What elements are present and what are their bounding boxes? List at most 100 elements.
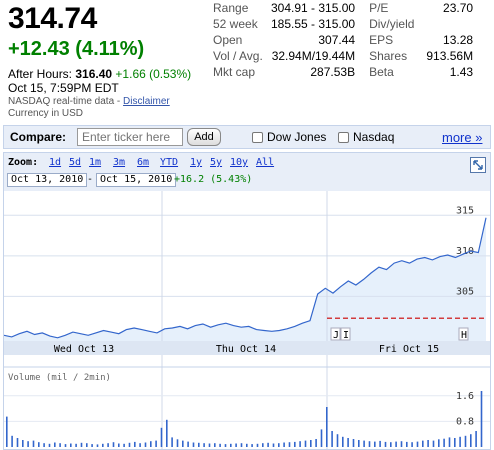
volume-bar bbox=[166, 419, 168, 447]
zoom-6m[interactable]: 6m bbox=[137, 157, 150, 168]
zoom-5d[interactable]: 5d bbox=[69, 157, 82, 168]
zoom-1m[interactable]: 1m bbox=[89, 157, 102, 168]
volume-bar bbox=[139, 443, 141, 447]
zoom-10y[interactable]: 10y bbox=[230, 157, 249, 168]
nasdaq-checkbox[interactable] bbox=[338, 132, 349, 143]
zoom-1y[interactable]: 1y bbox=[190, 157, 203, 168]
stat-label: Beta bbox=[369, 65, 394, 79]
volume-bar bbox=[150, 441, 152, 447]
news-flag-label: J bbox=[333, 330, 339, 341]
stat-label: Div/yield bbox=[369, 17, 415, 31]
volume-bar bbox=[299, 441, 301, 447]
zoom-all[interactable]: All bbox=[256, 157, 275, 168]
volume-bar bbox=[416, 441, 419, 447]
price-change: +12.43 (4.11%) bbox=[8, 38, 145, 60]
stat-value: 1.43 bbox=[449, 65, 474, 79]
more-link[interactable]: more » bbox=[442, 130, 483, 145]
disclaimer-link[interactable]: Disclaimer bbox=[123, 96, 170, 107]
volume-tick-label: 0.8 bbox=[456, 416, 474, 427]
data-source-text: NASDAQ real-time data - bbox=[8, 96, 124, 107]
x-axis-label: Thu Oct 14 bbox=[216, 344, 276, 355]
x-axis-label: Fri Oct 15 bbox=[379, 344, 439, 355]
nasdaq-label: Nasdaq bbox=[353, 130, 395, 144]
volume-bar bbox=[32, 440, 35, 447]
volume-bar bbox=[331, 431, 333, 447]
volume-bar bbox=[214, 443, 216, 447]
zoom-1d[interactable]: 1d bbox=[49, 157, 62, 168]
after-hours-change: +1.66 (0.53%) bbox=[115, 67, 192, 81]
volume-bar bbox=[70, 443, 72, 447]
volume-bar bbox=[304, 440, 307, 447]
volume-bar bbox=[288, 442, 291, 447]
volume-tick-label: 1.6 bbox=[456, 391, 474, 402]
volume-bar bbox=[422, 440, 424, 447]
volume-bar bbox=[315, 439, 317, 447]
volume-bar bbox=[251, 444, 253, 447]
compare-label: Compare: bbox=[10, 130, 67, 144]
volume-bar bbox=[134, 441, 136, 447]
volume-bar bbox=[278, 443, 280, 447]
volume-bar bbox=[176, 439, 179, 447]
after-hours-label: After Hours: bbox=[8, 67, 73, 81]
volume-label: Volume (mil / 2min) bbox=[8, 373, 111, 383]
end-date-field[interactable]: Oct 15, 2010 bbox=[96, 173, 177, 187]
volume-bar bbox=[224, 444, 227, 447]
start-date-field[interactable]: Oct 13, 2010 bbox=[7, 173, 88, 187]
dow-jones-checkbox[interactable] bbox=[252, 132, 263, 143]
volume-bar bbox=[374, 441, 376, 447]
volume-bar bbox=[464, 435, 467, 447]
after-hours-price: 316.40 bbox=[75, 67, 113, 81]
volume-bar bbox=[379, 440, 381, 447]
ticker-input[interactable] bbox=[77, 128, 183, 146]
volume-bar bbox=[240, 443, 243, 447]
volume-bar bbox=[272, 443, 275, 447]
volume-bar bbox=[235, 443, 237, 447]
price-area-fill bbox=[4, 217, 486, 341]
add-button[interactable]: Add bbox=[187, 128, 221, 146]
zoom-ytd[interactable]: YTD bbox=[160, 157, 179, 168]
volume-bar bbox=[16, 438, 19, 447]
volume-bar bbox=[256, 443, 259, 447]
stat-label: Range bbox=[213, 1, 249, 15]
price-chart[interactable]: 305 310 315 J I H Wed Oct 13 Thu Oct 14 Fri Oct … bbox=[4, 191, 490, 449]
volume-bar bbox=[470, 434, 472, 447]
stat-label: 52 week bbox=[213, 17, 258, 31]
volume-bar bbox=[75, 443, 77, 447]
volume-bar bbox=[262, 443, 264, 447]
volume-bar bbox=[11, 435, 13, 447]
volume-bar bbox=[128, 442, 131, 447]
expand-chart-button[interactable] bbox=[470, 157, 486, 173]
volume-bar bbox=[363, 440, 365, 447]
volume-bar bbox=[448, 437, 451, 447]
volume-bar bbox=[406, 441, 408, 447]
volume-bar bbox=[320, 429, 323, 447]
stat-value: 304.91 - 315.00 bbox=[271, 1, 356, 15]
quote-timestamp: Oct 15, 7:59PM EDT bbox=[8, 81, 119, 95]
volume-bar bbox=[48, 443, 51, 447]
volume-bar bbox=[187, 441, 189, 447]
stat-value: 287.53B bbox=[310, 65, 356, 79]
dow-jones-label: Dow Jones bbox=[267, 130, 327, 144]
volume-bar bbox=[438, 439, 440, 447]
stat-label: P/E bbox=[369, 1, 389, 15]
volume-bar bbox=[96, 444, 99, 447]
volume-bar bbox=[59, 443, 61, 447]
stat-label: EPS bbox=[369, 33, 394, 47]
stats-row: 52 week 185.55 - 315.00 Div/yield bbox=[213, 17, 473, 33]
stat-label: Mkt cap bbox=[213, 65, 256, 79]
stat-value: 23.70 bbox=[443, 1, 474, 15]
volume-bar bbox=[310, 440, 312, 447]
volume-bar bbox=[6, 416, 8, 447]
zoom-5y[interactable]: 5y bbox=[210, 157, 223, 168]
volume-bar bbox=[459, 436, 461, 447]
volume-bar bbox=[160, 427, 163, 447]
data-source: NASDAQ real-time data - Disclaimer bbox=[8, 96, 170, 107]
y-tick-label: 315 bbox=[456, 205, 474, 216]
volume-bar bbox=[102, 443, 104, 447]
zoom-3m[interactable]: 3m bbox=[113, 157, 126, 168]
volume-bar bbox=[22, 440, 24, 447]
volume-bar bbox=[475, 431, 477, 447]
volume-bar bbox=[390, 442, 392, 447]
volume-bar bbox=[208, 443, 211, 447]
volume-bar bbox=[443, 438, 445, 447]
